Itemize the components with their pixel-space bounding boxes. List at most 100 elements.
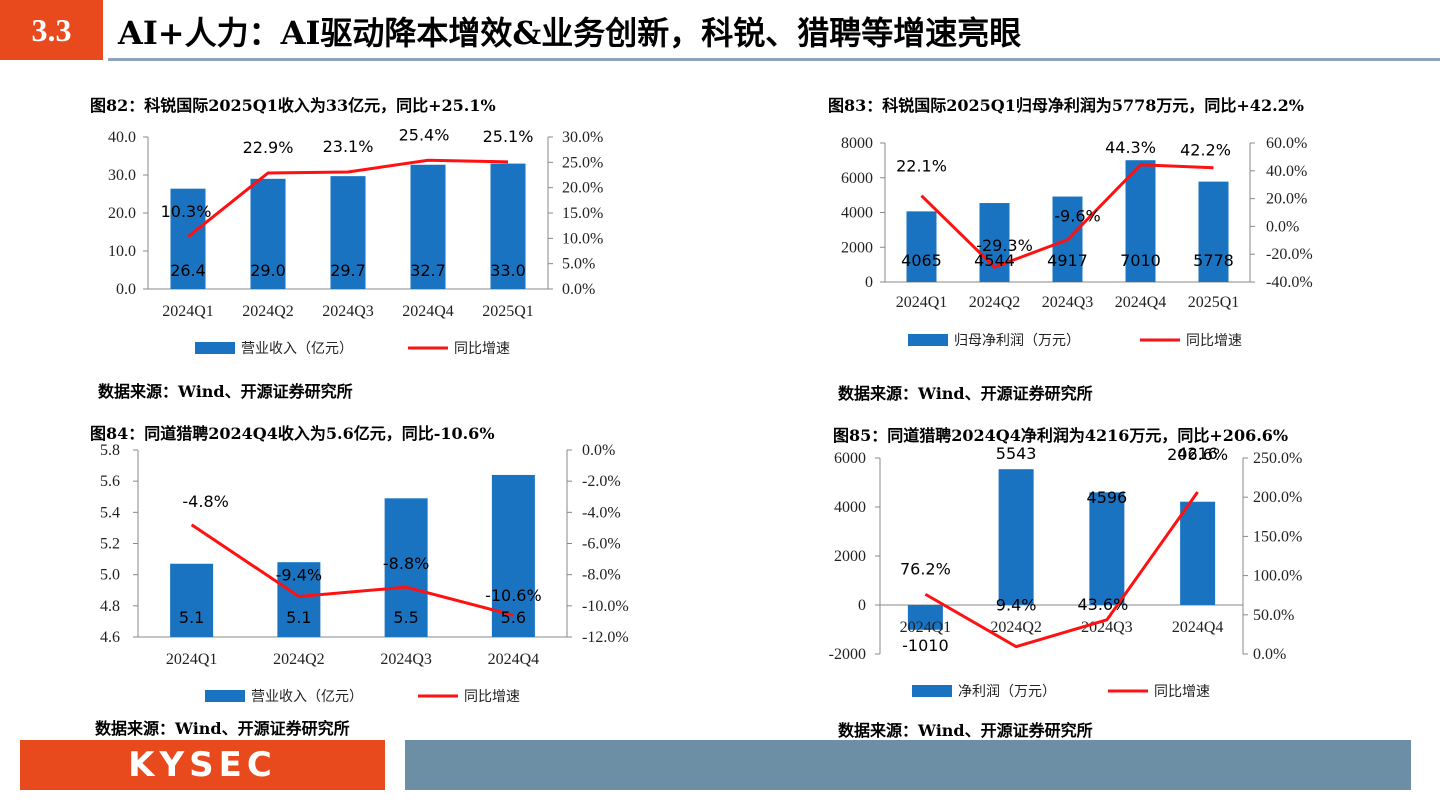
right-tick-label: 50.0% [1253,607,1294,624]
left-tick-label: 5.6 [100,473,120,490]
bar-data-label: 4596 [1087,488,1128,507]
growth-line [187,158,509,238]
line-data-label: 44.3% [1105,138,1156,157]
chart-title-fig83: 图83：科锐国际2025Q1归母净利润为5778万元，同比+42.2% [828,96,1304,115]
page-title: AI+人力：AI驱动降本增效&业务创新，科锐、猎聘等增速亮眼 [118,14,1022,52]
bar-data-label: 5.5 [393,608,418,627]
bar-data-label: -1010 [902,636,949,655]
right-tick-label: 0.0% [1266,218,1299,235]
left-tick-label: 6000 [834,450,866,467]
line-data-label: 22.1% [896,157,947,176]
line-data-label: 22.9% [243,138,294,157]
right-tick-label: 25.0% [562,154,603,171]
line-data-label: 23.1% [323,137,374,156]
right-tick-label: -8.0% [582,567,621,584]
x-tick-label: 2025Q1 [1188,294,1240,311]
right-tick-label: 0.0% [562,281,595,298]
bar-data-label: 33.0 [490,261,526,280]
left-tick-label: 8000 [841,135,873,152]
right-tick-label: -20.0% [1266,246,1313,263]
x-tick-label: 2024Q4 [488,651,540,668]
x-tick-label: 2024Q2 [242,303,294,320]
growth-line [924,491,1199,649]
line-data-label: 206.6% [1167,445,1228,464]
x-tick-label: 2025Q1 [482,303,534,320]
x-tick-label: 2024Q3 [380,651,432,668]
left-tick-label: 0 [858,597,866,614]
source-note-fig85: 数据来源：Wind、开源证券研究所 [838,721,1093,740]
left-tick-label: 5.4 [100,504,120,521]
bar-data-label: 32.7 [410,261,446,280]
footer-logo-block: KYSEC [20,740,385,790]
line-data-label: 25.4% [399,125,450,144]
left-tick-label: 4.8 [100,598,120,615]
right-tick-label: 15.0% [562,205,603,222]
bar-data-label: 4917 [1047,251,1088,270]
left-tick-label: 5.0 [100,567,120,584]
x-tick-label: 2024Q3 [1081,619,1133,636]
right-tick-label: -4.0% [582,504,621,521]
left-tick-label: 2000 [834,548,866,565]
bar-data-label: 5.1 [179,608,204,627]
growth-line [190,523,514,617]
growth-line [920,163,1214,269]
bar-data-label: 29.0 [250,261,286,280]
left-tick-label: 4.6 [100,629,120,646]
right-tick-label: 0.0% [582,442,615,459]
chart-title-fig82: 图82：科锐国际2025Q1收入为33亿元，同比+25.1% [90,96,496,115]
left-tick-label: 4000 [834,499,866,516]
x-tick-label: 2024Q1 [896,294,948,311]
line-data-label: -10.6% [485,586,542,605]
left-tick-label: 5.2 [100,536,120,553]
left-tick-label: 6000 [841,170,873,187]
header-divider [108,58,1440,61]
bar-2024Q2 [979,203,1010,282]
line-data-label: -29.3% [976,236,1033,255]
line-data-label: 10.3% [161,202,212,221]
bar-data-label: 29.7 [330,261,366,280]
right-tick-label: 30.0% [562,129,603,146]
line-data-label: -8.8% [383,554,429,573]
legend-bar-label: 营业收入（亿元） [241,341,353,357]
x-tick-label: 2024Q2 [969,294,1021,311]
legend-bar-label: 净利润（万元） [958,684,1056,700]
right-tick-label: 10.0% [562,230,603,247]
line-data-label: 76.2% [900,559,951,578]
x-tick-label: 2024Q1 [162,303,214,320]
legend-bar-swatch [908,334,948,346]
x-tick-label: 2024Q1 [900,619,952,636]
bar-data-label: 5778 [1193,251,1234,270]
bar-data-label: 5543 [996,444,1037,463]
x-tick-label: 2024Q4 [1172,619,1224,636]
line-data-label: 9.4% [996,596,1037,615]
bar-2024Q4 [410,164,446,289]
bar-2024Q2 [277,562,321,637]
legend-bar-swatch [205,690,245,702]
bar-2024Q2 [998,469,1034,605]
left-tick-label: 40.0 [108,129,136,146]
bar-data-label: 4544 [974,251,1015,270]
bar-2025Q1 [1198,181,1229,282]
line-data-label: 43.6% [1077,595,1128,614]
right-tick-label: -12.0% [582,629,629,646]
bar-2024Q1 [170,563,214,637]
source-note-fig82: 数据来源：Wind、开源证券研究所 [98,382,353,401]
footer-bar [405,740,1411,790]
chart-title-fig84: 图84：同道猎聘2024Q4收入为5.6亿元，同比-10.6% [90,424,495,443]
bar-2024Q4 [1125,160,1156,282]
chart-title-fig85: 图85：同道猎聘2024Q4净利润为4216万元，同比+206.6% [833,426,1289,445]
left-tick-label: 0 [865,274,873,291]
section-number: 3.3 [0,0,103,60]
left-tick-label: 30.0 [108,167,136,184]
legend-line-label: 同比增速 [454,341,510,357]
line-data-label: 42.2% [1180,141,1231,160]
kysec-logo: KYSEC [128,745,277,785]
bar-2024Q3 [1089,492,1125,605]
x-tick-label: 2024Q4 [402,303,454,320]
bar-2024Q1 [906,211,937,282]
legend-bar-label: 归母净利润（万元） [954,332,1080,349]
source-note-fig84: 数据来源：Wind、开源证券研究所 [95,719,350,738]
source-note-fig83: 数据来源：Wind、开源证券研究所 [838,384,1093,403]
left-tick-label: 2000 [841,239,873,256]
